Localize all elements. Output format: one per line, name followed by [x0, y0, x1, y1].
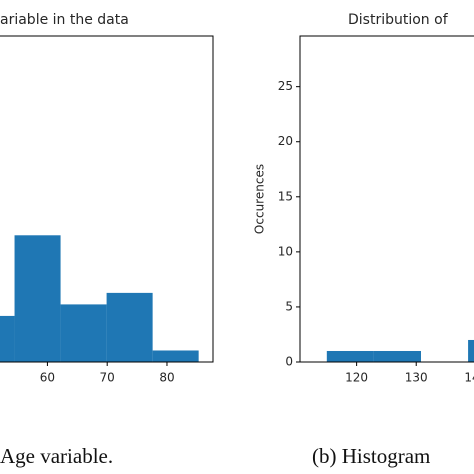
x-tick-label: 80 — [159, 371, 174, 385]
bar — [373, 350, 421, 362]
bar — [468, 339, 474, 362]
bar — [326, 350, 374, 362]
plot-frame — [0, 35, 214, 363]
x-tick-label: 60 — [40, 371, 55, 385]
y-tick-label: 5 — [285, 299, 293, 313]
bars — [0, 235, 199, 362]
plot-frame — [299, 35, 474, 363]
bar — [0, 315, 15, 362]
bars — [326, 339, 474, 362]
chart-title: ariable in the data — [0, 12, 129, 28]
y-tick-label: 10 — [278, 244, 293, 258]
x-tick-label: 130 — [405, 371, 428, 385]
bar — [152, 350, 199, 362]
y-tick-label: 25 — [278, 79, 293, 93]
y-tick-label: 15 — [278, 189, 293, 203]
x-tick-label: 120 — [345, 371, 368, 385]
x-tick-label: 140 — [464, 371, 474, 385]
chart-title: Distribution of — [348, 12, 449, 28]
bar — [60, 304, 107, 362]
bar — [14, 235, 61, 362]
caption: Age variable. — [0, 444, 113, 468]
caption: (b) Histogram — [312, 444, 430, 468]
y-tick-label: 0 — [285, 355, 293, 369]
y-axis-label: Occurences — [253, 164, 267, 234]
y-tick-label: 20 — [278, 134, 293, 148]
x-tick-label: 70 — [100, 371, 115, 385]
bar — [106, 292, 153, 362]
